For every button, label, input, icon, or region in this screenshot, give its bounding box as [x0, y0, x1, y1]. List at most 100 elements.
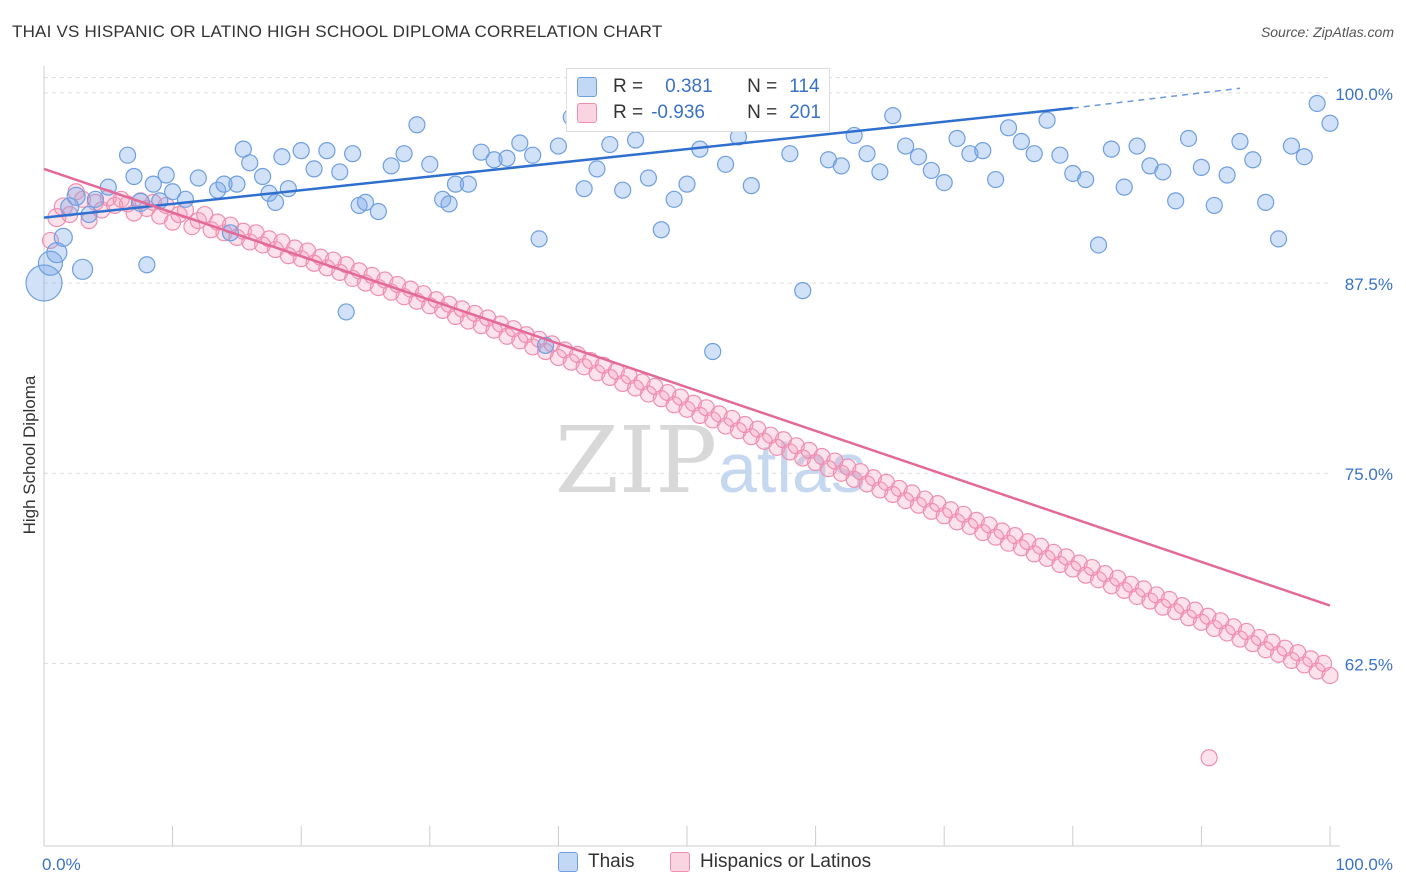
thais-point: [1269, 230, 1288, 248]
thais-point: [678, 175, 696, 193]
thais-point: [704, 342, 722, 361]
thais-point: [1205, 196, 1223, 215]
thais-point: [639, 169, 658, 187]
thais-point: [524, 146, 542, 164]
thais-point: [1308, 94, 1326, 113]
thais-point: [472, 143, 490, 161]
thais-trend-line: [43, 106, 1073, 219]
thais-point: [549, 137, 568, 155]
thais-point: [1025, 145, 1043, 163]
thais-point: [369, 202, 387, 221]
watermark-atlas: atlas: [718, 429, 866, 507]
n-label: N =: [747, 76, 778, 97]
thais-point: [337, 303, 355, 321]
thais-point: [1038, 111, 1056, 129]
x-tick-labels: 0.0% 100.0%: [42, 855, 1393, 874]
thais-point: [601, 135, 619, 154]
thais-point: [1077, 170, 1095, 189]
thais-point: [1321, 114, 1339, 132]
thais-point: [46, 241, 68, 264]
thais-point: [794, 282, 812, 300]
thais-point: [948, 129, 966, 148]
thais-point: [974, 142, 992, 160]
thais-point: [440, 195, 458, 213]
thais-point: [266, 193, 285, 211]
n-value: 114: [789, 76, 820, 97]
legend-label-hispanics: Hispanics or Latinos: [700, 851, 872, 872]
legend-item-thais[interactable]: Thais: [558, 851, 634, 873]
thais-point: [1282, 137, 1301, 155]
thais-point: [1154, 163, 1172, 181]
hispanics-swatch: [577, 103, 597, 123]
trend-lines: [43, 87, 1331, 607]
thais-point: [626, 131, 645, 149]
y-axis-label: High School Diploma: [20, 375, 39, 534]
thais-point: [1295, 148, 1313, 166]
thais-point: [832, 157, 850, 175]
thais-point: [37, 250, 64, 276]
thais-point: [241, 154, 259, 172]
thais-point: [254, 167, 272, 186]
thais-point: [922, 161, 940, 180]
thais-point: [1231, 132, 1249, 151]
thais-point: [1128, 137, 1146, 155]
thais-point: [999, 119, 1018, 137]
thais-point: [871, 163, 889, 181]
y-tick-labels: 100.0% 87.5% 75.0% 62.5%: [1335, 85, 1393, 675]
thais-point: [356, 193, 375, 211]
stats-row-hispanics: R = -0.936 N = 201: [577, 101, 821, 125]
thais-point: [459, 175, 477, 193]
thais-point: [331, 163, 349, 181]
r-value: -0.936: [651, 102, 705, 123]
thais-point: [987, 170, 1005, 189]
thais-point: [1089, 236, 1108, 254]
thais-point: [66, 186, 86, 206]
thais-point: [189, 169, 207, 187]
legend: Thais Hispanics or Latinos: [0, 851, 1406, 879]
thais-point: [421, 155, 439, 173]
thais-point: [176, 190, 195, 208]
x-tick-label: 0.0%: [42, 855, 81, 874]
thais-point: [742, 177, 760, 195]
thais-trend-extension: [1072, 87, 1241, 109]
thais-point: [446, 175, 465, 193]
legend-swatch-hispanics: [670, 852, 690, 872]
thais-point: [1051, 146, 1069, 164]
thais-point: [138, 256, 156, 274]
thais-point: [961, 145, 979, 163]
r-label: R =: [613, 102, 644, 123]
thais-point: [144, 175, 162, 193]
thais-point: [935, 173, 953, 192]
thais-point: [157, 166, 175, 184]
y-tick-label: 62.5%: [1345, 655, 1393, 674]
thais-point: [614, 181, 632, 199]
thais-point: [884, 107, 902, 125]
legend-item-hispanics[interactable]: Hispanics or Latinos: [670, 851, 871, 873]
thais-point: [858, 145, 876, 163]
thais-point: [395, 145, 413, 163]
thais-point: [1012, 132, 1030, 151]
thais-point: [1115, 178, 1133, 196]
thais-swatch: [577, 77, 597, 97]
thais-point: [292, 142, 310, 160]
stats-row-thais: R = 0.381 N = 114: [577, 75, 820, 99]
y-tick-label: 87.5%: [1345, 275, 1393, 294]
hispanics-point: [1200, 749, 1218, 767]
thais-point: [382, 157, 400, 175]
thais-point: [25, 264, 63, 302]
n-value: 201: [789, 102, 821, 123]
thais-point: [118, 146, 137, 164]
thais-point: [1218, 166, 1236, 184]
thais-point: [408, 116, 426, 134]
thais-point: [1179, 129, 1198, 148]
x-tick-label: 100.0%: [1335, 855, 1393, 874]
axes: [43, 66, 1340, 847]
thais-point: [498, 149, 516, 167]
thais-point: [318, 142, 336, 160]
thais-point: [279, 180, 297, 198]
thais-point: [575, 180, 593, 198]
thais-point: [781, 145, 799, 163]
thais-point: [305, 160, 323, 178]
thais-point: [511, 134, 529, 152]
